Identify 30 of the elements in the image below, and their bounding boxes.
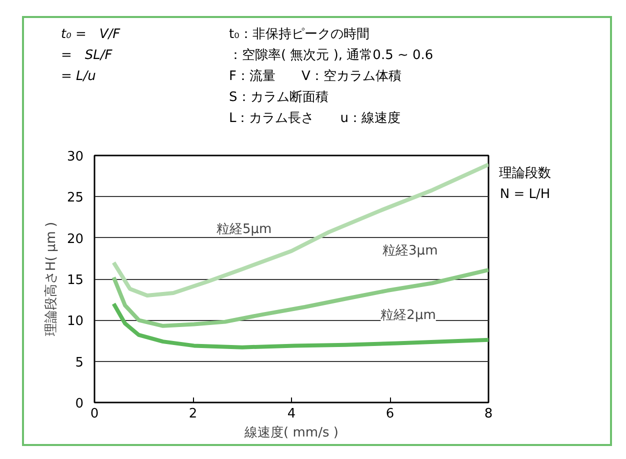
y-tick-label: 30 [66, 150, 84, 164]
x-tick-label: 2 [188, 406, 198, 422]
line-series [112, 162, 488, 298]
y-tick-label: 0 [75, 396, 84, 412]
y-tick-label: 10 [66, 314, 84, 330]
text: S：カラム断面積 [229, 89, 330, 107]
series-label: 粒経3μm [382, 244, 438, 259]
series-label: 粒経2μm [380, 308, 436, 323]
y-tick-label: 20 [66, 232, 84, 247]
x-tick-label: 6 [386, 406, 394, 422]
x-tick-label: 8 [484, 406, 493, 422]
series-label: 粒経5μm [216, 222, 272, 238]
x-tick-label: 4 [287, 406, 296, 422]
y-tick-label: 25 [66, 190, 84, 206]
text: L：カラム長さ u：線速度 [229, 110, 402, 128]
text: N = L/H [499, 186, 551, 204]
text: F：流量 V：空カラム体積 [229, 68, 402, 86]
text: 理論段数 [499, 165, 551, 183]
y-tick-label: 5 [75, 355, 84, 370]
text: = L/u [61, 68, 97, 86]
text: t₀ = V/F [61, 26, 120, 44]
text: = SL/F [61, 47, 114, 65]
line-series [112, 268, 488, 328]
x-axis-title: 線速度( mm/s ) [244, 424, 338, 440]
y-tick-label: 15 [66, 273, 84, 288]
text: t₀：非保持ピークの時間 [229, 26, 370, 44]
y-axis-title: 理論段高さH( μm ) [42, 222, 59, 336]
line-series [112, 302, 488, 350]
text: ：空隙率( 無次元 ), 通常0.5 ~ 0.6 [229, 47, 434, 65]
x-tick-label: 0 [90, 406, 99, 422]
